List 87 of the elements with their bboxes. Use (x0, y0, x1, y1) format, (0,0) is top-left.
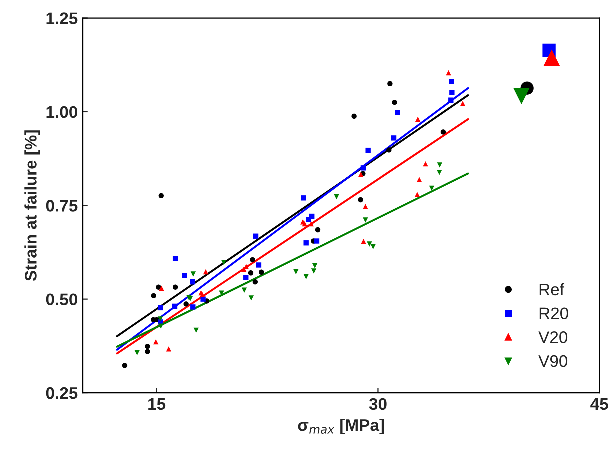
point (310, 214, 315, 220)
point (334, 194, 340, 200)
point (172, 256, 178, 262)
point (248, 270, 254, 276)
point (392, 100, 398, 106)
point (200, 296, 206, 302)
x-tick-label: 45 (590, 398, 608, 410)
point (184, 302, 189, 307)
point (370, 244, 376, 250)
point (311, 268, 317, 274)
point (190, 280, 196, 285)
point (145, 344, 150, 350)
x-tick-label: 30 (369, 398, 387, 410)
point (151, 293, 156, 299)
point (315, 227, 321, 233)
point (158, 305, 164, 311)
point (252, 280, 258, 285)
point (513, 88, 530, 104)
point (312, 263, 318, 269)
point (363, 204, 368, 210)
point (363, 218, 368, 223)
point (391, 136, 397, 141)
point (440, 130, 446, 135)
point (416, 177, 422, 182)
point (242, 288, 248, 293)
y-tick-label: 0.50 (46, 294, 78, 306)
point (437, 170, 442, 176)
y-tick-label: 0.75 (46, 200, 78, 212)
point (158, 316, 164, 322)
point (248, 296, 254, 301)
point (122, 363, 128, 368)
point (145, 349, 150, 354)
point (544, 50, 560, 66)
point (172, 304, 178, 310)
point (367, 242, 372, 247)
y-tick-label: 1.00 (46, 106, 78, 118)
y-tick-label: 1.25 (46, 12, 78, 24)
point (448, 98, 454, 103)
y-tick-label: 0.25 (46, 387, 78, 400)
point (166, 346, 172, 352)
point (449, 79, 454, 84)
point (361, 239, 366, 244)
point (395, 110, 400, 116)
point (386, 148, 392, 153)
point (415, 116, 421, 122)
point (294, 269, 299, 275)
point (366, 148, 371, 154)
point (304, 274, 309, 280)
point (460, 101, 466, 106)
point (244, 275, 249, 280)
point (221, 260, 227, 266)
point (203, 269, 209, 275)
point (159, 286, 164, 292)
legend-label: R20 (540, 308, 568, 320)
point (256, 262, 262, 268)
point (423, 161, 428, 167)
point (190, 304, 196, 310)
legend-label: V20 (538, 332, 568, 344)
point (308, 221, 314, 227)
point (450, 90, 455, 96)
point (253, 234, 259, 239)
point (301, 196, 306, 201)
x-tick-label: 15 (148, 398, 166, 410)
point (352, 114, 357, 120)
point (388, 81, 393, 86)
point (172, 284, 178, 290)
point (194, 328, 199, 334)
point (134, 350, 140, 356)
point (182, 273, 188, 278)
point (250, 257, 256, 263)
point (446, 70, 452, 76)
point (158, 193, 164, 199)
point (429, 186, 435, 192)
x-axis-title: σ$_{max}$ [MPa] (298, 418, 384, 435)
point (437, 162, 443, 168)
point (190, 272, 196, 277)
point (414, 192, 420, 198)
point (259, 270, 264, 275)
point (360, 166, 366, 171)
point (304, 240, 309, 246)
legend-label: Ref (540, 283, 565, 296)
point (358, 197, 364, 203)
legend-label: V90 (538, 355, 568, 368)
point (158, 324, 164, 329)
y-axis-title: Strain at failure [%] (24, 130, 40, 282)
point (314, 238, 320, 244)
point (153, 339, 159, 345)
